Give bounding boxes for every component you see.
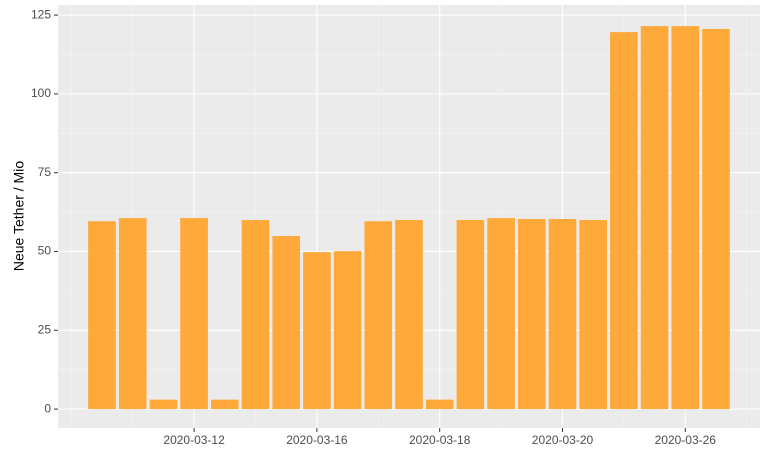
bar <box>180 218 208 410</box>
bar <box>548 219 577 410</box>
y-tick-label: 125 <box>31 7 51 21</box>
bar <box>425 399 454 410</box>
x-tick-label: 2020-03-12 <box>163 433 225 447</box>
bar <box>333 251 362 410</box>
bar <box>118 218 147 410</box>
bar <box>210 399 239 410</box>
bar <box>579 219 608 410</box>
bar <box>610 32 638 410</box>
y-tick-label: 25 <box>38 322 52 336</box>
x-tick-label: 2020-03-26 <box>655 433 717 447</box>
bar <box>149 399 178 410</box>
y-tick-label: 100 <box>31 86 51 100</box>
bar <box>702 28 730 410</box>
bar <box>456 219 485 410</box>
bar <box>517 219 546 410</box>
bar <box>487 218 515 410</box>
bar <box>671 26 700 410</box>
bar <box>395 219 423 410</box>
x-tick-label: 2020-03-16 <box>286 433 348 447</box>
x-tick-label: 2020-03-18 <box>409 433 471 447</box>
bar <box>241 219 270 410</box>
bar <box>364 221 393 410</box>
y-tick-label: 50 <box>38 244 52 258</box>
y-tick-label: 0 <box>44 401 51 415</box>
bar <box>303 252 331 410</box>
y-tick-label: 75 <box>38 165 52 179</box>
bar <box>88 221 116 410</box>
bar <box>640 26 669 410</box>
y-axis-title: Neue Tether / Mio <box>11 161 27 271</box>
bar <box>272 236 301 410</box>
x-tick-label: 2020-03-20 <box>532 433 594 447</box>
